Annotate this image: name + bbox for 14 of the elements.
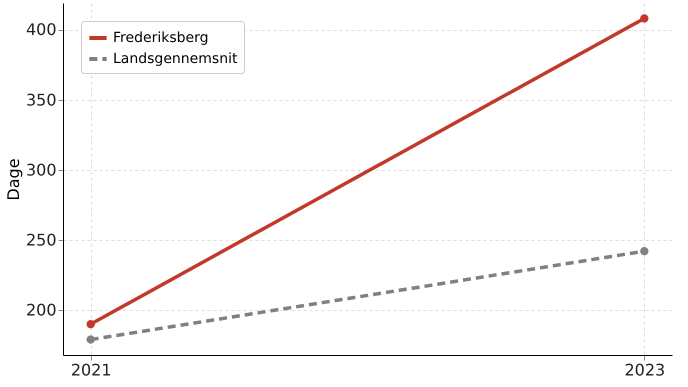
point [86, 335, 95, 344]
point [640, 247, 648, 256]
legend-label: Frederiksberg [113, 30, 209, 46]
y-tick-label: 400 [26, 20, 56, 40]
point [86, 320, 95, 328]
y-axis-title: Dage [4, 158, 23, 201]
legend-label: Landsgennemsnit [113, 51, 238, 67]
y-tick-label: 200 [26, 300, 56, 320]
x-tick-label: 2023 [624, 360, 666, 380]
point [640, 14, 648, 23]
x-tick-label: 2021 [70, 360, 112, 380]
y-tick-label: 350 [26, 90, 56, 110]
y-tick-label: 250 [26, 230, 56, 250]
y-tick-label: 300 [26, 160, 56, 180]
